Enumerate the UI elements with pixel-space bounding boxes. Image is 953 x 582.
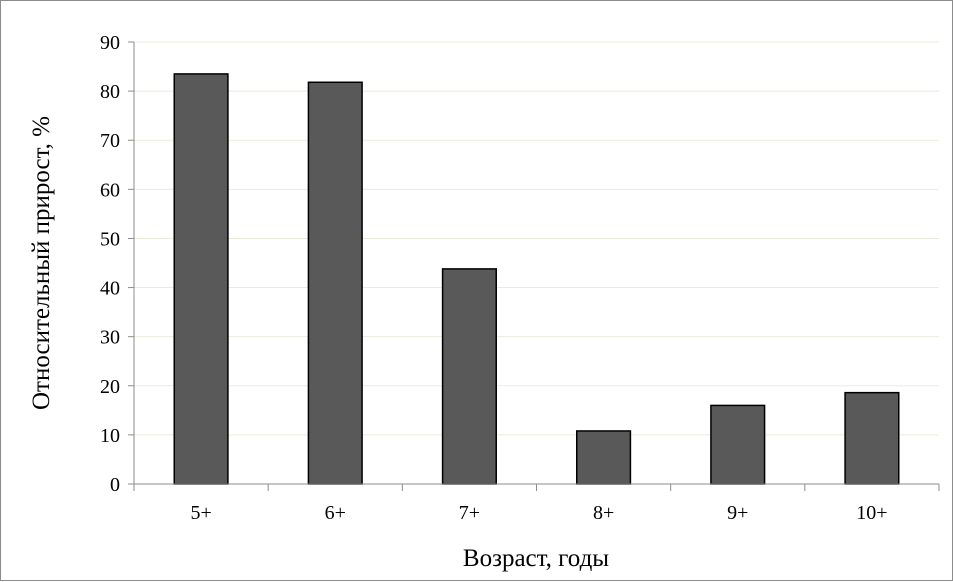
y-tick-labels: 0 10 20 30 40 50 60 70 80 90 [100, 32, 120, 496]
y-tick-label: 80 [100, 81, 120, 103]
bar-8+ [576, 430, 632, 485]
x-tick-label: 5+ [190, 502, 211, 524]
y-tick-label: 90 [100, 32, 120, 54]
y-tick-label: 30 [100, 327, 120, 349]
bars [173, 73, 900, 485]
x-tick-label: 8+ [593, 502, 614, 524]
y-tick-label: 0 [110, 474, 120, 496]
bar-5+ [173, 73, 229, 485]
y-tick-label: 60 [100, 179, 120, 201]
x-axis-label: Возраст, годы [463, 545, 609, 572]
x-tick-label: 6+ [325, 502, 346, 524]
x-tick-label: 7+ [459, 502, 480, 524]
x-tick-labels: 5+ 6+ 7+ 8+ 9+ 10+ [190, 502, 887, 524]
bar-9+ [710, 404, 766, 485]
bar-6+ [307, 81, 363, 485]
bar-7+ [441, 268, 498, 485]
y-tick-label: 40 [100, 278, 120, 300]
y-tick-label: 20 [100, 376, 120, 398]
y-tick-label: 10 [100, 425, 120, 447]
x-tick-label: 9+ [727, 502, 748, 524]
y-tick-label: 50 [100, 228, 120, 250]
y-tick-label: 70 [100, 130, 120, 152]
y-axis-label: Относительный прирост, % [28, 116, 55, 410]
gridlines [134, 41, 939, 436]
axes [128, 41, 940, 491]
x-tick-label: 10+ [856, 502, 887, 524]
bar-10+ [844, 391, 900, 485]
